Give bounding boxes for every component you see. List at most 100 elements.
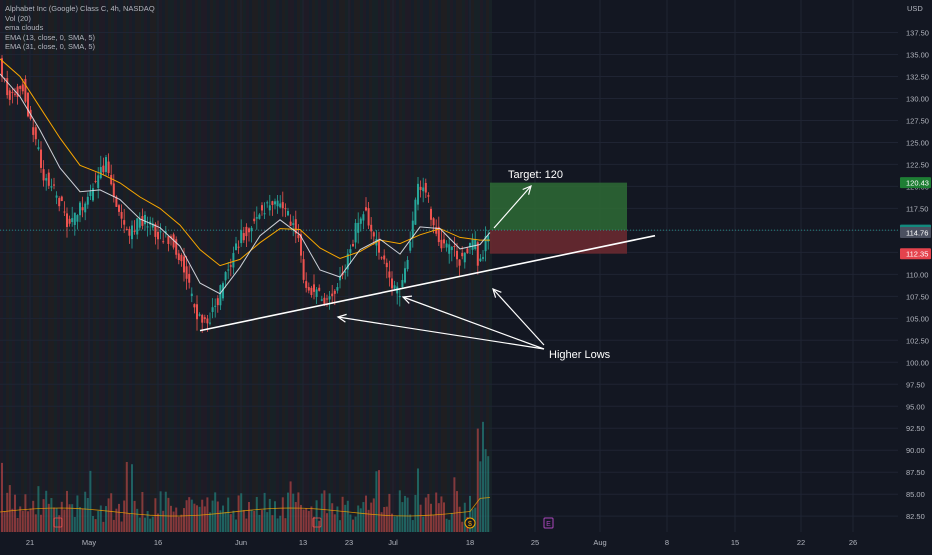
price-tick-label: 127.50 xyxy=(906,116,929,125)
candle-body xyxy=(224,272,227,281)
candle-body xyxy=(307,287,310,291)
cloud-band xyxy=(192,0,195,532)
candle-body xyxy=(443,239,445,244)
candle-body xyxy=(37,147,40,150)
symbol-title[interactable]: Alphabet Inc (Google) Class C, 4h, NASDA… xyxy=(5,4,155,13)
volume-bar xyxy=(320,493,323,532)
volume-bar xyxy=(339,520,341,532)
candle-body xyxy=(206,318,209,324)
volume-bar xyxy=(55,508,58,532)
candle-body xyxy=(240,230,243,244)
cloud-band xyxy=(3,0,6,532)
cloud-band xyxy=(345,0,348,532)
candle-body xyxy=(463,252,466,263)
price-tick-label: 130.00 xyxy=(906,94,929,103)
candle-body xyxy=(357,222,360,233)
volume-bar xyxy=(357,505,360,532)
candle-body xyxy=(237,246,240,248)
candle-body xyxy=(279,203,282,208)
volume-bar xyxy=(71,504,74,532)
time-tick-label: 26 xyxy=(849,538,857,547)
candle-body xyxy=(120,211,123,219)
volume-bar xyxy=(118,503,120,532)
volume-bar xyxy=(378,470,380,532)
volume-bar xyxy=(430,503,432,532)
cloud-band xyxy=(15,0,18,532)
cloud-band xyxy=(363,0,366,532)
volume-bar xyxy=(437,503,440,532)
cloud-band xyxy=(327,0,330,532)
cloud-band xyxy=(477,0,480,532)
cloud-band xyxy=(465,0,468,532)
cloud-band xyxy=(219,0,222,532)
volume-bar xyxy=(414,494,417,532)
candle-body xyxy=(123,220,126,225)
volume-bar xyxy=(50,498,53,532)
candle-body xyxy=(128,229,131,236)
volume-bar xyxy=(401,502,404,532)
volume-bar xyxy=(406,497,409,532)
candle-body xyxy=(354,222,357,243)
price-label: 112.35 xyxy=(906,250,928,259)
legend-vol[interactable]: Vol (20) xyxy=(5,13,31,23)
volume-bar xyxy=(97,510,100,532)
price-axis[interactable]: USD 137.50 135.00 132.50 130.00 127.50 125.00 1… xyxy=(898,0,932,550)
volume-bar xyxy=(47,503,50,532)
legend-ema13[interactable]: EMA (13, close, 0, SMA, 5) xyxy=(5,32,96,42)
volume-bar xyxy=(81,508,84,532)
volume-bar xyxy=(250,510,253,532)
cloud-band xyxy=(90,0,93,532)
candle-body xyxy=(193,304,196,308)
cloud-band xyxy=(111,0,114,532)
legend-clouds[interactable]: ema clouds xyxy=(5,23,44,33)
volume-bar xyxy=(105,506,107,532)
volume-bar xyxy=(151,516,154,532)
cloud-band xyxy=(63,0,66,532)
price-tick-label: 82.50 xyxy=(906,512,925,521)
volume-bar xyxy=(263,492,266,532)
candle-body xyxy=(242,233,245,241)
candle-body xyxy=(320,299,323,301)
time-axis[interactable]: 21 May 16 Jun 13 23 Jul 18 25 Aug 8 15 22 26 xyxy=(0,532,932,550)
volume-bar xyxy=(274,501,276,532)
cloud-band xyxy=(72,0,75,532)
volume-bar xyxy=(318,520,321,532)
event-markers[interactable]: $ E xyxy=(53,517,554,529)
cloud-band xyxy=(399,0,402,532)
volume-bar xyxy=(352,519,354,532)
candle-body xyxy=(294,219,297,234)
candle-body xyxy=(16,86,19,97)
cloud-band xyxy=(402,0,405,532)
cloud-band xyxy=(450,0,453,532)
cloud-band xyxy=(54,0,57,532)
legend-ema31[interactable]: EMA (31, close, 0, SMA, 5) xyxy=(5,42,96,52)
target-arrow xyxy=(493,185,532,229)
candle-body xyxy=(411,220,414,238)
cloud-band xyxy=(198,0,201,532)
cloud-band xyxy=(306,0,309,532)
time-tick-label: 25 xyxy=(531,538,539,547)
price-tick-label: 125.00 xyxy=(906,138,929,147)
volume-bar xyxy=(422,516,425,532)
price-tick-label: 110.00 xyxy=(906,270,928,279)
cloud-band xyxy=(438,0,441,532)
cloud-band xyxy=(132,0,135,532)
volume-bar xyxy=(404,495,406,532)
volume-bar xyxy=(359,508,362,532)
cloud-band xyxy=(84,0,87,532)
volume-bar xyxy=(99,505,102,532)
cloud-band xyxy=(396,0,399,532)
volume-bar xyxy=(448,519,451,532)
volume-bar xyxy=(167,497,170,532)
price-tick-label: 87.50 xyxy=(906,468,925,477)
volume-bar xyxy=(164,491,167,532)
volume-bar xyxy=(240,493,243,532)
cloud-band xyxy=(414,0,417,532)
cloud-band xyxy=(81,0,84,532)
volume-bar xyxy=(432,515,435,532)
candle-body xyxy=(201,315,204,323)
candle-body xyxy=(268,205,271,211)
candle-body xyxy=(125,228,128,230)
